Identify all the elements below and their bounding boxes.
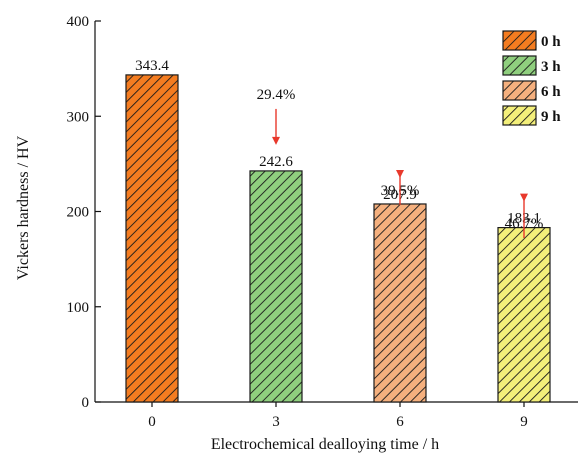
y-tick-label: 200 xyxy=(67,205,90,221)
y-tick-label: 400 xyxy=(67,14,90,30)
x-axis-title: Electrochemical dealloying time / h xyxy=(211,436,439,453)
x-tick-label: 9 xyxy=(520,414,528,430)
bars-group xyxy=(125,74,551,403)
legend-label: 9 h xyxy=(541,109,561,125)
legend-item: 0 h xyxy=(502,30,561,51)
legend-swatch-hatch xyxy=(502,105,537,126)
legend-item: 6 h xyxy=(502,80,561,101)
legend-label: 0 h xyxy=(541,34,561,50)
bar-6 xyxy=(373,203,427,403)
y-tick-label: 100 xyxy=(67,300,90,316)
legend-swatch-hatch xyxy=(502,30,537,51)
bar-hatch xyxy=(497,226,551,403)
x-tick-label: 6 xyxy=(396,414,404,430)
arrow-head xyxy=(272,136,280,145)
legend-label: 6 h xyxy=(541,84,561,100)
data-label: 343.4 xyxy=(135,58,169,74)
x-tick-label: 0 xyxy=(148,414,156,430)
bar-9 xyxy=(497,226,551,403)
arrow-head xyxy=(396,169,404,178)
y-tick-label: 300 xyxy=(67,109,90,125)
data-label: 242.6 xyxy=(259,154,293,170)
x-tick-label: 3 xyxy=(272,414,280,430)
legend-item: 9 h xyxy=(502,105,561,126)
bar-0 xyxy=(125,74,179,403)
bar-3 xyxy=(249,170,303,403)
legend-label: 3 h xyxy=(541,59,561,75)
reduction-label: 29.4% xyxy=(257,87,296,103)
legend: 0 h 3 h 6 h 9 h xyxy=(502,30,561,126)
bar-hatch xyxy=(373,203,427,403)
arrow-head xyxy=(520,193,528,202)
bar-hatch xyxy=(125,74,179,403)
legend-swatch-hatch xyxy=(502,55,537,76)
y-axis-title: Vickers hardness / HV xyxy=(15,135,32,280)
y-tick-label: 0 xyxy=(82,395,90,411)
legend-swatch-hatch xyxy=(502,80,537,101)
annotations-group: 29.4%39.5%46.7% xyxy=(257,87,543,238)
bar-hatch xyxy=(249,170,303,403)
legend-item: 3 h xyxy=(502,55,561,76)
